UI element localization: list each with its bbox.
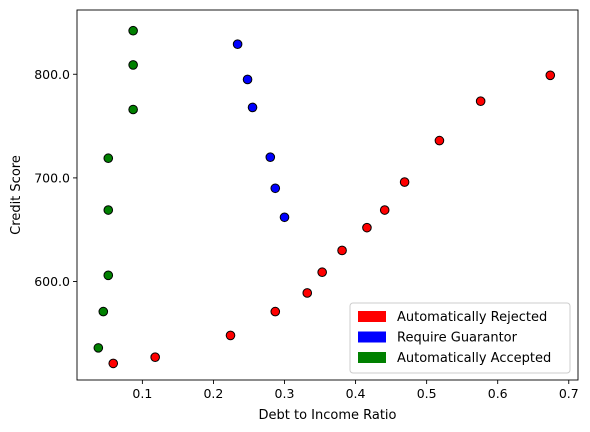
y-axis-label: Credit Score (9, 155, 24, 235)
legend: Automatically Rejected Require Guarantor A… (349, 302, 571, 374)
x-tick-label: 0.5 (417, 386, 437, 401)
data-point-series-1 (279, 212, 290, 223)
data-point-series-0 (108, 358, 119, 369)
data-point-series-2 (98, 306, 109, 317)
data-point-series-2 (128, 25, 138, 36)
legend-swatch (358, 331, 386, 343)
x-tick-label: 0.6 (488, 386, 508, 401)
x-tick-label: 0.4 (346, 386, 366, 401)
data-point-series-2 (128, 104, 138, 115)
data-point-series-1 (242, 74, 253, 85)
data-point-series-0 (362, 222, 372, 233)
data-point-series-0 (399, 177, 410, 187)
legend-label: Automatically Accepted (397, 351, 551, 366)
legend-box (349, 302, 571, 374)
data-point-series-1 (265, 152, 276, 162)
data-point-series-2 (128, 60, 138, 70)
x-axis-label: Debt to Income Ratio (258, 408, 396, 423)
y-tick-label: 800.0 (34, 67, 70, 82)
points-layer (93, 25, 556, 369)
data-point-series-1 (270, 183, 281, 194)
data-point-series-0 (475, 96, 486, 107)
y-axis: 600.0 700.0 800.0 (34, 67, 77, 289)
data-point-series-0 (317, 267, 327, 278)
legend-swatch (358, 352, 386, 363)
data-point-series-2 (103, 205, 114, 215)
x-tick-label: 0.3 (275, 386, 295, 401)
legend-label: Automatically Rejected (397, 310, 547, 325)
data-point-series-0 (379, 205, 390, 215)
legend-swatch (358, 311, 386, 322)
data-point-series-0 (545, 70, 556, 81)
data-point-series-0 (225, 330, 236, 341)
data-point-series-0 (337, 245, 347, 256)
x-axis: 0.1 0.2 0.3 0.4 0.5 0.6 0.7 (132, 380, 579, 401)
plot-frame (76, 9, 579, 381)
data-point-series-2 (103, 153, 114, 164)
x-tick-label: 0.1 (132, 386, 152, 401)
legend-label: Require Guarantor (397, 331, 518, 346)
data-point-series-0 (434, 135, 445, 146)
data-point-series-2 (93, 343, 104, 353)
x-tick-label: 0.2 (203, 386, 223, 401)
data-point-series-2 (103, 270, 114, 281)
data-point-series-1 (247, 102, 258, 113)
data-point-series-0 (302, 288, 313, 298)
data-point-series-1 (232, 39, 243, 50)
data-point-series-0 (270, 306, 281, 317)
y-tick-label: 600.0 (34, 274, 70, 289)
y-tick-label: 700.0 (34, 170, 70, 185)
data-point-series-0 (150, 352, 160, 362)
x-tick-label: 0.7 (559, 386, 579, 401)
